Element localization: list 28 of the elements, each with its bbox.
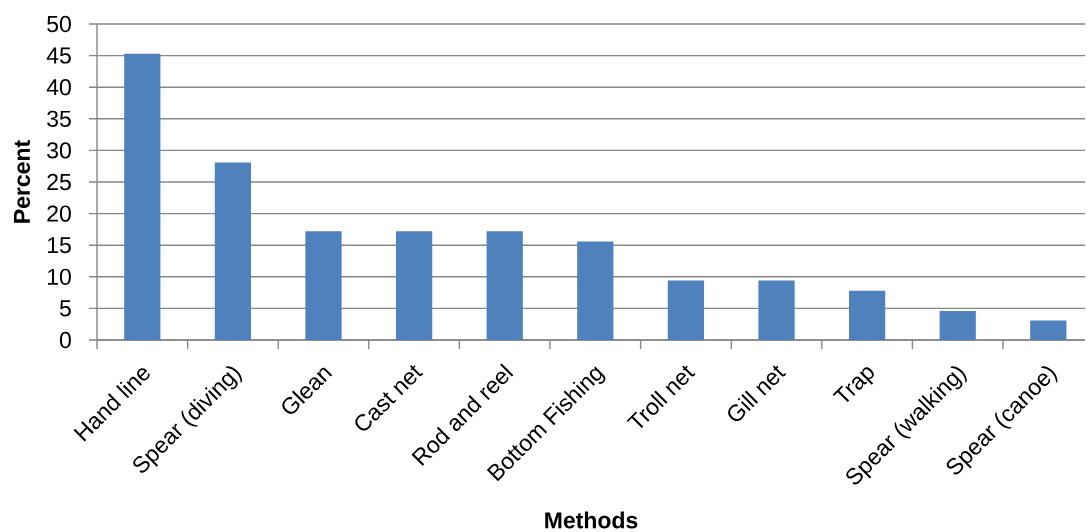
bar xyxy=(124,53,161,340)
y-tick-label: 40 xyxy=(46,79,71,96)
bar xyxy=(1030,320,1067,340)
bar xyxy=(305,231,342,340)
y-tick-label: 10 xyxy=(47,268,71,285)
x-axis-title: Methods xyxy=(545,511,638,529)
y-tick-label: 20 xyxy=(47,205,71,222)
y-tick-label: 5 xyxy=(59,300,71,317)
bar xyxy=(577,241,614,340)
bar xyxy=(667,280,705,340)
bar xyxy=(395,231,433,340)
bar xyxy=(848,290,886,340)
y-tick-label: 50 xyxy=(47,15,71,33)
bar xyxy=(758,280,795,340)
x-tick-label: Trap xyxy=(832,367,874,403)
x-tick-label: Gill net xyxy=(728,365,787,421)
y-tick-label: 25 xyxy=(47,173,71,191)
y-tick-label: 35 xyxy=(47,110,71,127)
y-tick-label: 45 xyxy=(46,47,71,64)
y-axis-title: Percent xyxy=(13,140,31,223)
x-tick-label: Cast net xyxy=(355,364,424,431)
x-tick-label: Troll net xyxy=(626,365,696,429)
y-tick-label: 30 xyxy=(47,142,71,159)
y-tick-label: 0 xyxy=(59,331,71,349)
bar xyxy=(486,231,523,340)
bar xyxy=(939,310,976,340)
y-tick-label: 15 xyxy=(47,237,71,254)
bar xyxy=(214,162,252,340)
